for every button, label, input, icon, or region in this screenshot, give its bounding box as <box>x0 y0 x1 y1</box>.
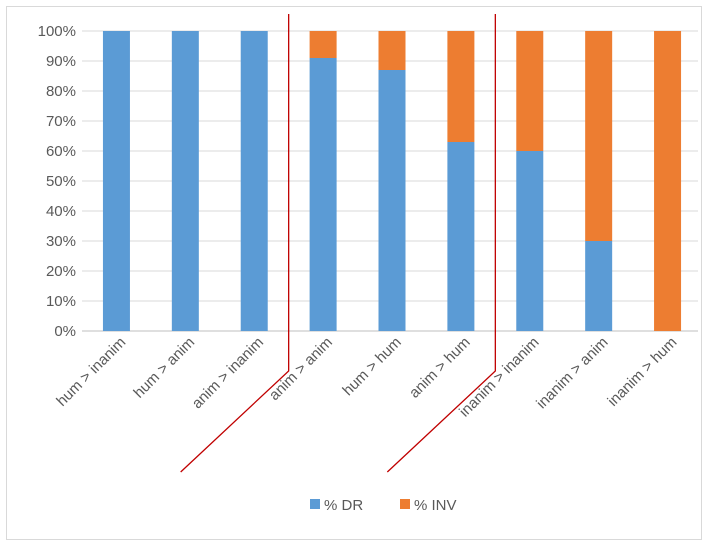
bar-segment <box>447 31 475 142</box>
y-tick-label: 40% <box>46 203 76 220</box>
y-tick-label: 10% <box>46 293 76 310</box>
y-tick-label: 50% <box>46 173 76 190</box>
x-tick-label: hum > hum <box>339 334 404 399</box>
bar-segment <box>516 151 544 331</box>
y-tick-label: 80% <box>46 83 76 100</box>
x-tick-label: inanim > hum <box>604 334 680 410</box>
y-tick-label: 20% <box>46 263 76 280</box>
bar-segment <box>378 70 406 331</box>
legend-swatch <box>400 499 410 509</box>
x-tick-label: hum > anim <box>130 334 198 402</box>
bar-segment <box>516 31 544 151</box>
x-tick-label: anim > anim <box>266 334 336 404</box>
x-tick-label: anim > inanim <box>189 334 267 412</box>
bar-segment <box>171 31 199 331</box>
bar-segment <box>102 31 130 331</box>
bar-segment <box>585 31 613 241</box>
y-tick-label: 0% <box>54 323 76 340</box>
legend-swatch <box>310 499 320 509</box>
y-tick-label: 70% <box>46 113 76 130</box>
bars <box>102 31 682 331</box>
legend-label: % INV <box>414 497 457 514</box>
bar-segment <box>378 31 406 70</box>
y-tick-label: 100% <box>38 23 76 40</box>
y-axis: 0% 10% 20% 30% 40% 50% 60% 70% 80% 90% 100% <box>38 23 76 340</box>
group-separator-line <box>386 14 496 473</box>
y-tick-label: 30% <box>46 233 76 250</box>
bar-segment <box>585 241 613 331</box>
bar-segment <box>309 58 337 331</box>
x-tick-label: inanim > anim <box>533 334 611 412</box>
legend-label: % DR <box>324 497 363 514</box>
x-tick-label: hum > inanim <box>53 334 129 410</box>
x-tick-label: anim > hum <box>406 334 474 402</box>
legend: % DR % INV <box>310 497 457 514</box>
bar-segment <box>654 31 682 331</box>
y-tick-label: 60% <box>46 143 76 160</box>
group-separator-line <box>180 14 290 473</box>
bar-segment <box>240 31 268 331</box>
bar-segment <box>447 142 475 331</box>
group-separators <box>180 14 496 473</box>
y-tick-label: 90% <box>46 53 76 70</box>
bar-segment <box>309 31 337 58</box>
